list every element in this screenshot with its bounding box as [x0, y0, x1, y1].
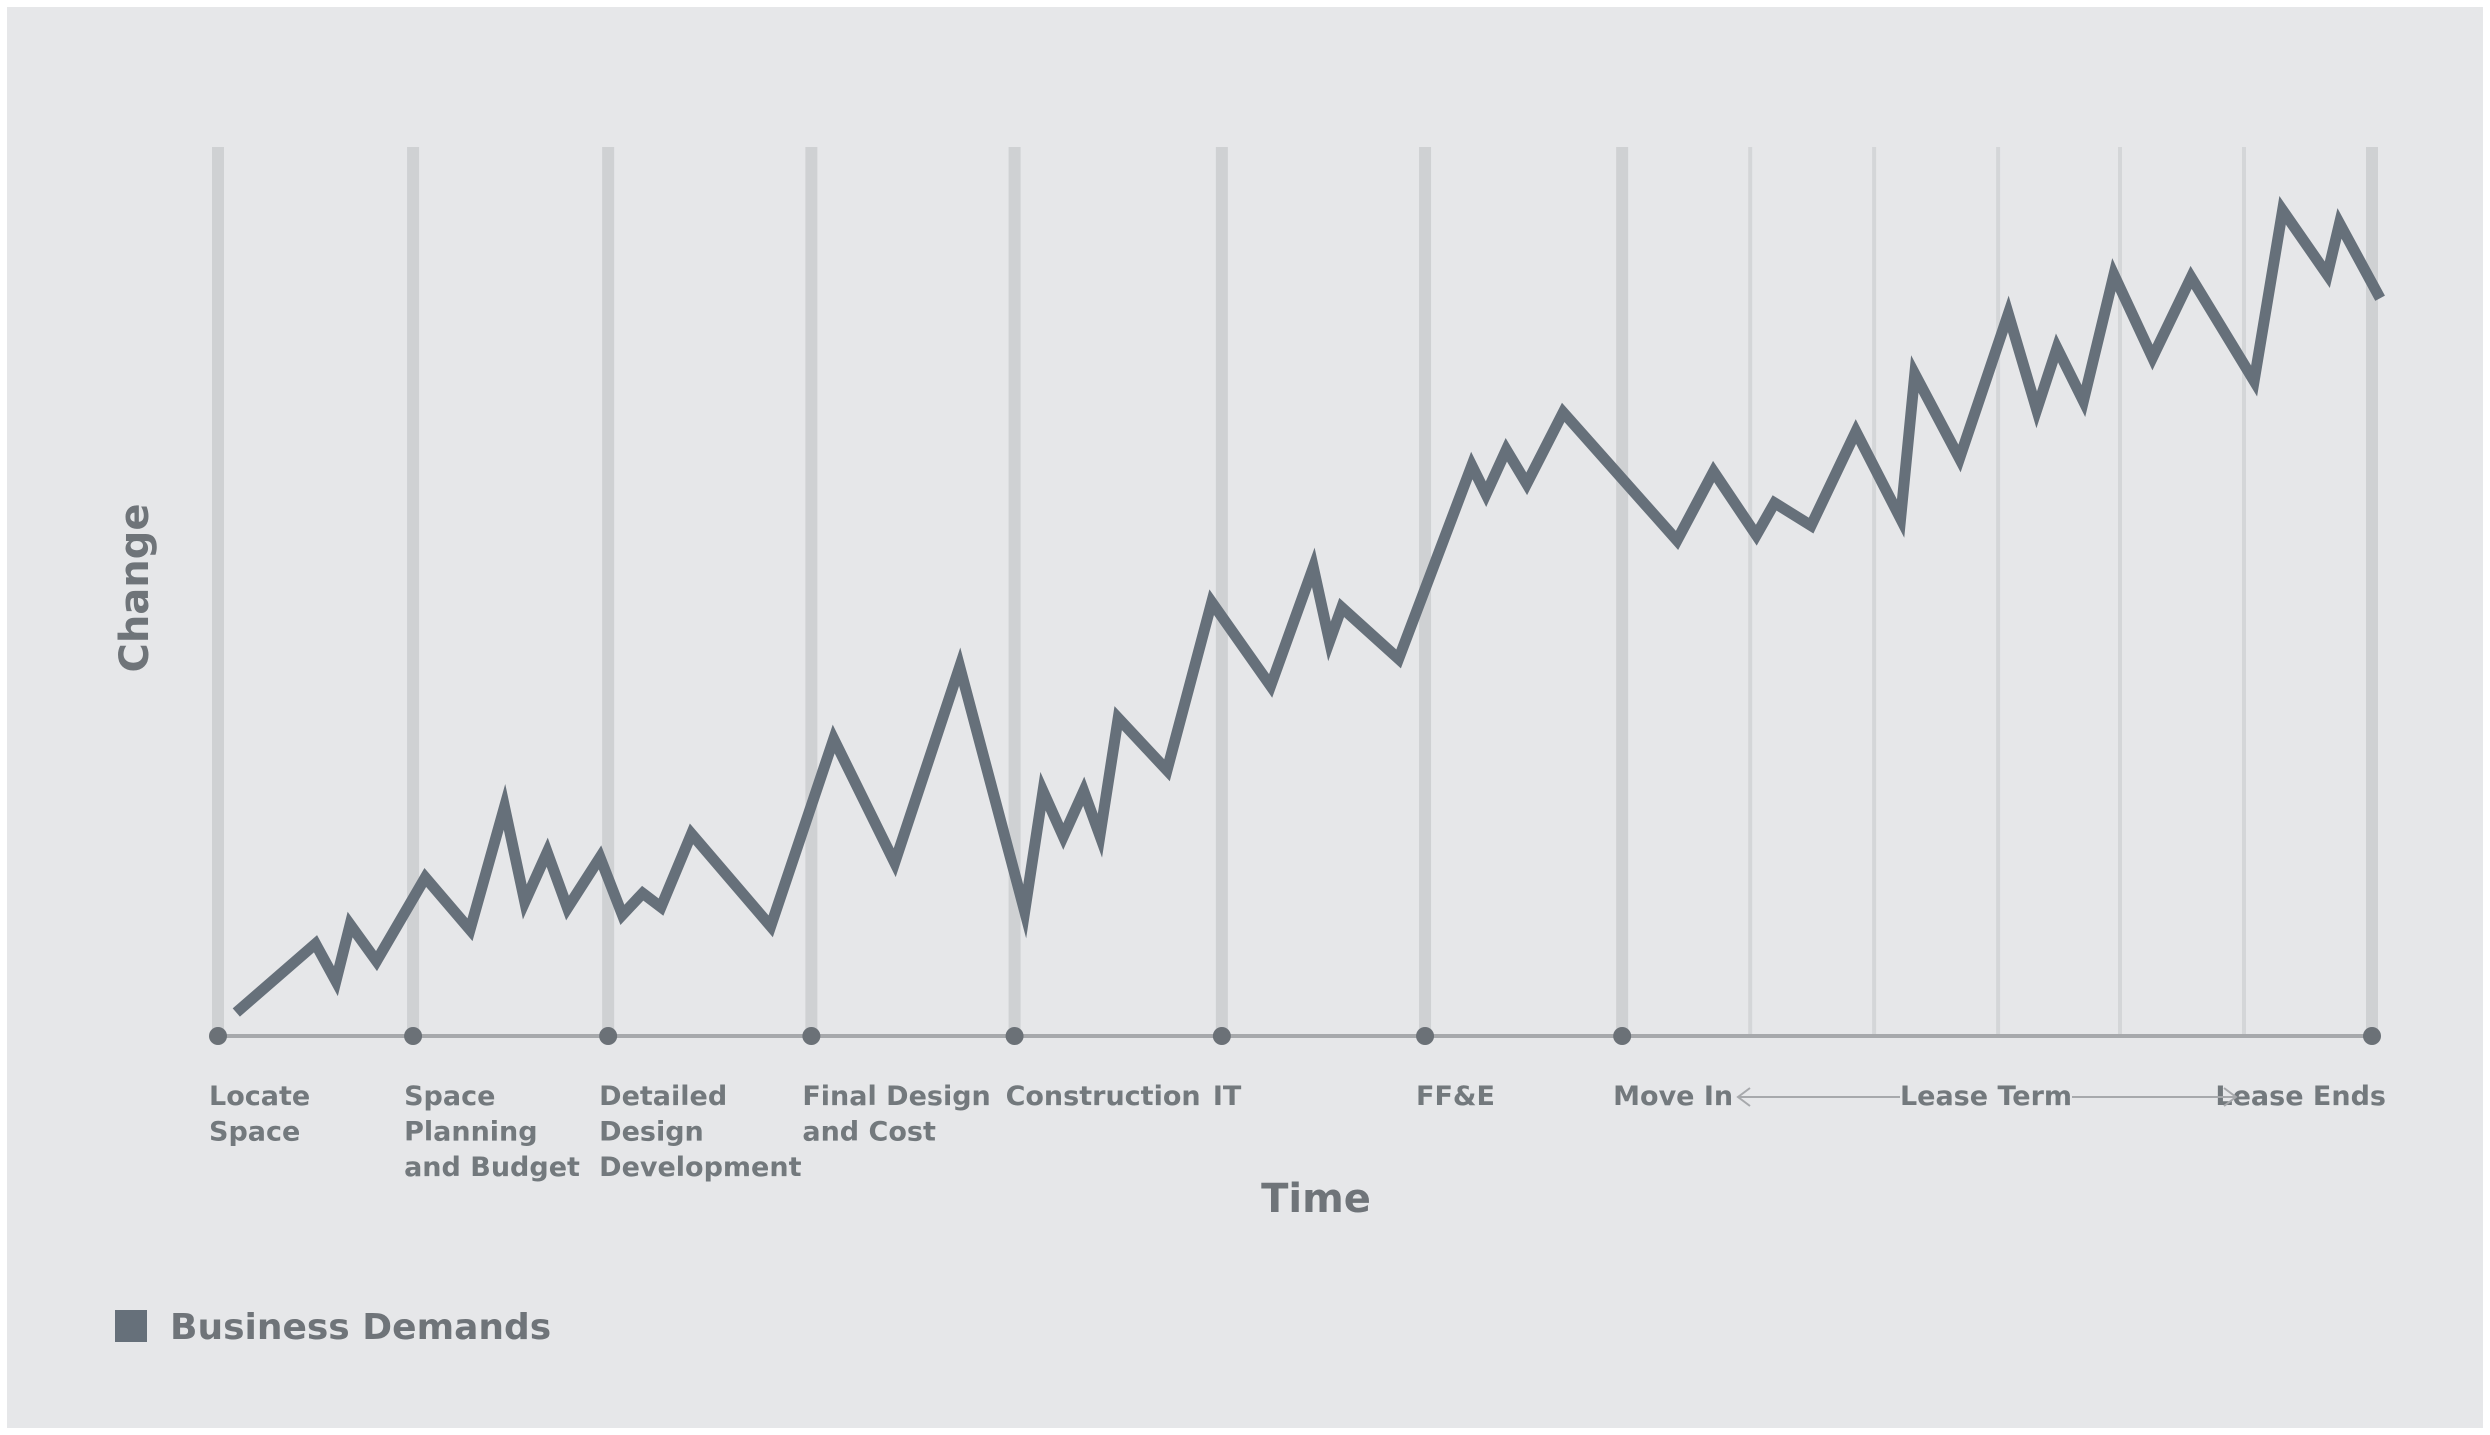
tick-label-locate-space: Locate Space: [209, 1081, 310, 1148]
lease-term-label: Lease Term: [1900, 1081, 2072, 1112]
legend-label-business-demands: Business Demands: [170, 1307, 551, 1348]
tick-label-it: IT: [1213, 1081, 1242, 1112]
tick-label-line: Space: [209, 1117, 300, 1148]
tick-label-space-planning-and-budget: Space Planning and Budget: [404, 1081, 580, 1183]
milestone-labels: Locate Space Space Planning and Budget Detail…: [209, 1081, 2386, 1183]
tick-label-line: Move In: [1613, 1081, 1733, 1112]
tick-label-line: Development: [599, 1152, 801, 1183]
legend-swatch-business-demands: [115, 1310, 147, 1342]
tick-label-line: and Cost: [802, 1117, 936, 1148]
tick-label-line: FF&E: [1416, 1081, 1495, 1112]
tick-label-line: and Budget: [404, 1152, 580, 1183]
tick-label-line: Construction: [1006, 1081, 1201, 1112]
chart-panel: [7, 7, 2483, 1428]
tick-label-line: Locate: [209, 1081, 310, 1112]
milestone-marker-final-design-and-cost: [802, 1027, 821, 1045]
milestone-marker-ffande: [1416, 1027, 1435, 1045]
tick-label-line: Planning: [404, 1117, 538, 1148]
tick-label-lease-ends: Lease Ends: [2215, 1081, 2386, 1112]
tick-label-line: Design: [599, 1117, 704, 1148]
legend: Business Demands: [115, 1307, 551, 1348]
tick-label-line: IT: [1213, 1081, 1242, 1112]
lease-term-annotation: Lease Term: [1736, 1081, 2238, 1112]
milestone-marker-construction: [1005, 1027, 1024, 1045]
x-axis-title: Time: [1261, 1176, 1371, 1222]
milestone-marker-it: [1212, 1027, 1231, 1045]
tick-label-line: Final Design: [802, 1081, 990, 1112]
tick-label-line: Space: [404, 1081, 495, 1112]
tick-label-line: Detailed: [599, 1081, 727, 1112]
milestone-marker-move-in: [1613, 1027, 1632, 1045]
milestone-marker-space-planning-and-budget: [404, 1027, 423, 1045]
milestone-marker-lease-ends: [2363, 1027, 2381, 1045]
y-axis-title: Change: [112, 503, 158, 672]
tick-label-ffande: FF&E: [1416, 1081, 1495, 1112]
grid-lines: [212, 147, 2378, 1036]
x-axis: [209, 1027, 2381, 1045]
tick-label-move-in: Move In: [1613, 1081, 1733, 1112]
milestone-marker-detailed-design-development: [599, 1027, 618, 1045]
series-line-business-demands: [232, 196, 2385, 1017]
series-lines: [232, 196, 2385, 1017]
tick-label-final-design-and-cost: Final Design and Cost: [802, 1081, 990, 1148]
lease-term-arrowhead-right: [2223, 1087, 2238, 1107]
tick-label-detailed-design-development: Detailed Design Development: [599, 1081, 801, 1183]
milestone-marker-locate-space: [209, 1027, 227, 1045]
lease-term-arrowhead-left: [1736, 1087, 1751, 1107]
tick-label-construction: Construction: [1006, 1081, 1201, 1112]
tick-label-line: Lease Ends: [2215, 1081, 2386, 1112]
